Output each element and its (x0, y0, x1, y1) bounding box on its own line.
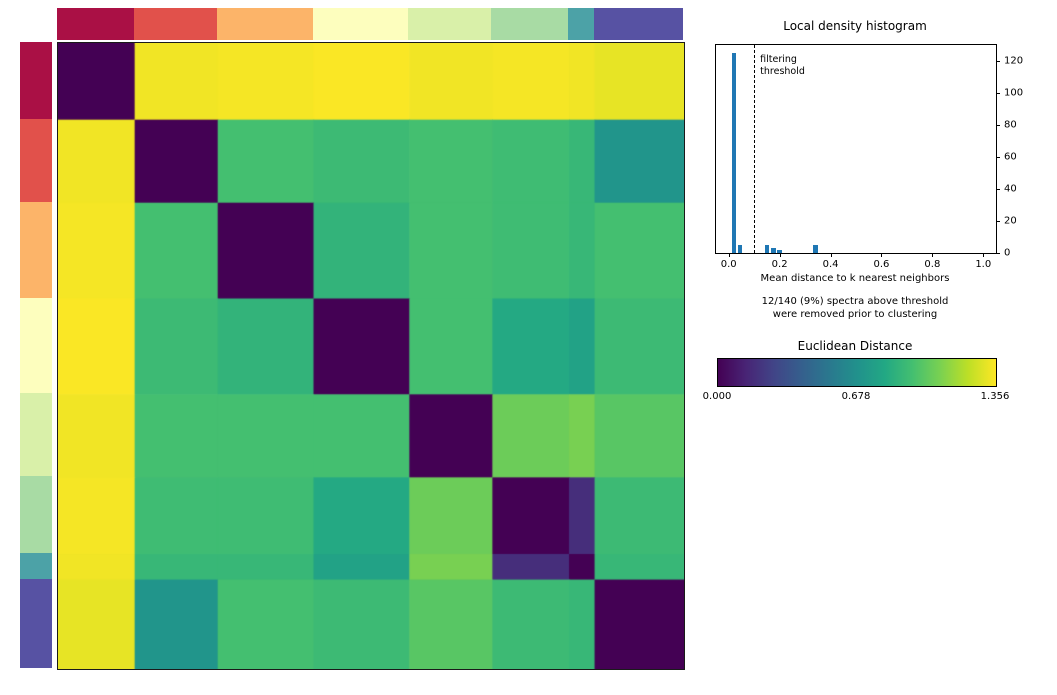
cluster-segment-7 (20, 553, 52, 579)
cluster-segment-6 (20, 476, 52, 554)
cluster-segment-1 (20, 42, 52, 119)
colorbar-gradient (717, 358, 997, 387)
y-tick-mark (996, 188, 1000, 190)
threshold-line (754, 45, 756, 253)
cluster-segment-2 (20, 118, 52, 202)
cluster-segment-4 (20, 297, 52, 394)
cluster-segment-6 (491, 8, 569, 40)
threshold-label-line1: filtering (760, 54, 797, 65)
colorbar-tick-labels: 0.000 0.678 1.356 (703, 391, 1010, 405)
x-tick-label: 0.6 (873, 259, 890, 270)
cluster-segment-5 (408, 8, 492, 40)
histogram-plot: filtering threshold 0.0 0.2 0.4 0.6 0.8 1.0 0 2… (715, 44, 1023, 270)
y-tick-mark (996, 61, 1000, 62)
cluster-segment-4 (312, 8, 409, 40)
threshold-label-line2: threshold (760, 65, 805, 77)
histogram-bar-4 (770, 248, 776, 253)
cluster-segment-1 (57, 8, 134, 40)
cluster-segment-7 (568, 8, 594, 40)
y-tick-label: 120 (1004, 55, 1024, 67)
y-tick-mark (996, 253, 1000, 254)
histogram-bar-2 (737, 245, 743, 253)
colorbar-tick-min: 0.000 (702, 391, 732, 402)
y-tick-label: 0 (1004, 247, 1011, 259)
y-tick-mark (996, 93, 1000, 94)
cluster-segment-3 (20, 201, 52, 298)
histogram-title: Local density histogram (783, 19, 927, 33)
x-tick-mark (881, 253, 883, 257)
x-tick-mark (830, 253, 832, 257)
y-tick-label: 60 (1004, 151, 1017, 163)
x-tick-mark (932, 253, 934, 257)
x-tick-label: 0.2 (771, 259, 788, 270)
cluster-segment-3 (216, 8, 313, 40)
threshold-label: filtering threshold (760, 54, 805, 78)
x-tick-mark (779, 253, 781, 257)
x-tick-label: 0.4 (822, 259, 839, 270)
cluster-segment-8 (20, 578, 52, 668)
y-tick-mark (996, 221, 1000, 222)
colorbar-tick-mid: 0.678 (841, 391, 871, 402)
left-cluster-color-bar (20, 42, 52, 668)
removed-spectra-note: 12/140 (9%) spectra above threshold were… (705, 295, 1005, 321)
y-tick-mark (996, 125, 1000, 126)
x-tick-mark (728, 253, 730, 257)
cluster-segment-8 (593, 8, 683, 40)
histogram-bar-5 (777, 249, 782, 253)
y-tick-mark (996, 157, 1000, 158)
y-tick-label: 40 (1004, 183, 1017, 195)
colorbar-title: Euclidean Distance (797, 339, 913, 353)
histogram-x-axis-label: Mean distance to k nearest neighbors (760, 273, 950, 284)
y-tick-label: 100 (1004, 87, 1024, 99)
removed-spectra-note-line2: were removed prior to clustering (772, 309, 938, 320)
x-tick-label: 0.8 (924, 259, 941, 270)
x-tick-mark (983, 253, 985, 257)
cluster-segment-5 (20, 393, 52, 477)
histogram-bar-6 (812, 245, 818, 253)
histogram-bar-3 (764, 245, 770, 253)
x-tick-label: 1.0 (975, 259, 992, 270)
cluster-segment-2 (133, 8, 217, 40)
removed-spectra-note-line1: 12/140 (9%) spectra above threshold (761, 296, 949, 307)
y-tick-label: 20 (1004, 215, 1017, 227)
y-tick-label: 80 (1004, 119, 1017, 131)
colorbar-tick-max: 1.356 (980, 391, 1010, 402)
histogram-bar-1 (731, 53, 737, 253)
distance-matrix-heatmap (57, 42, 685, 670)
top-cluster-color-bar (57, 8, 683, 40)
x-tick-label: 0.0 (720, 259, 737, 270)
